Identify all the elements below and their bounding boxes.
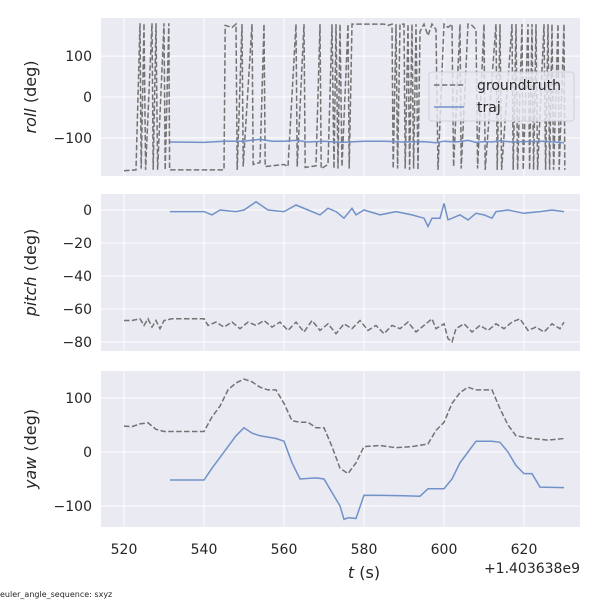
y-tick-label: 0 xyxy=(83,445,92,461)
x-tick-label: 600 xyxy=(431,542,458,558)
y-tick-label: −80 xyxy=(62,335,92,351)
series-groundtruth xyxy=(124,317,565,344)
y-axis-label: pitch (deg) xyxy=(21,229,40,318)
series-groundtruth xyxy=(123,22,566,172)
x-offset-label: +1.403638e9 xyxy=(484,561,580,577)
legend-label-groundtruth: groundtruth xyxy=(477,78,561,94)
x-tick-label: 560 xyxy=(271,542,298,558)
panel-yaw: 100 0 −100 yaw (deg) xyxy=(21,371,580,527)
series-groundtruth xyxy=(123,378,565,475)
legend-box xyxy=(428,71,575,122)
legend: groundtruth traj xyxy=(428,71,575,122)
axes-background xyxy=(101,194,580,351)
y-tick-label: 100 xyxy=(65,391,92,407)
y-tick-label: 100 xyxy=(65,49,92,65)
series-traj xyxy=(170,200,565,229)
series-traj xyxy=(170,426,565,521)
x-tick-label: 540 xyxy=(191,542,218,558)
x-tick-label: 620 xyxy=(511,542,538,558)
y-tick-label: 0 xyxy=(83,203,92,219)
panel-pitch: 0 −20 −40 −60 −80 pitch (deg) xyxy=(21,194,580,351)
y-tick-label: −100 xyxy=(54,131,92,147)
legend-label-traj: traj xyxy=(477,100,501,116)
x-axis-label: t (s) xyxy=(348,563,380,582)
series-traj xyxy=(169,138,565,144)
y-axis-label: roll (deg) xyxy=(21,61,40,134)
axes-background xyxy=(101,371,580,527)
y-tick-label: −100 xyxy=(54,499,92,515)
x-tick-label: 520 xyxy=(111,542,138,558)
y-axis-label: yaw (deg) xyxy=(21,409,40,490)
y-tick-label: −20 xyxy=(62,236,92,252)
footnote: euler_angle_sequence: sxyz xyxy=(0,590,112,599)
y-tick-label: −60 xyxy=(62,302,92,318)
y-tick-label: −40 xyxy=(62,269,92,285)
y-tick-label: 0 xyxy=(83,90,92,106)
x-tick-label: 580 xyxy=(351,542,378,558)
